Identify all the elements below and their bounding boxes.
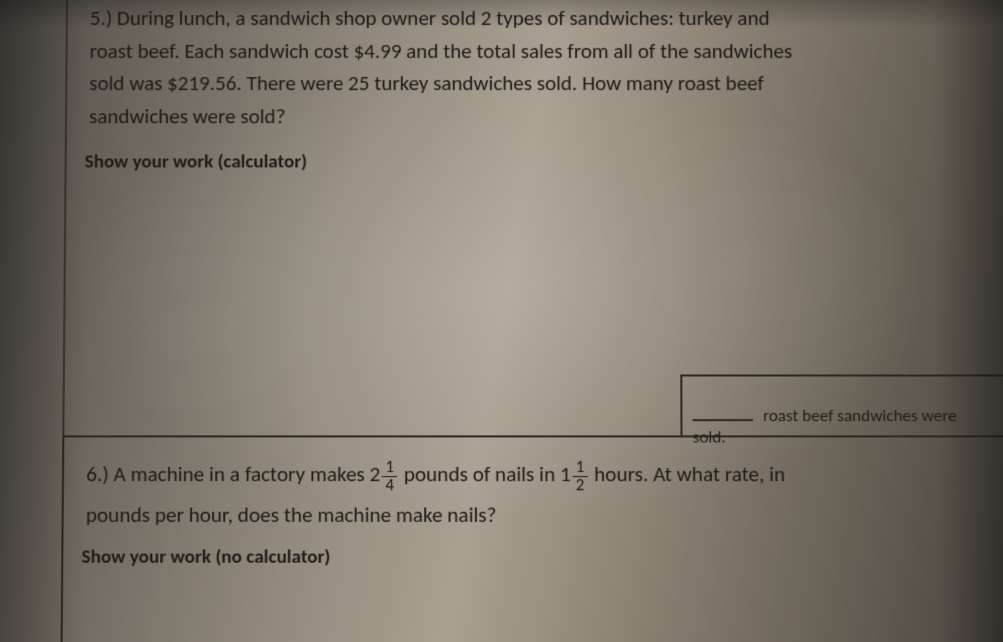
- q5-answer-box: roast beef sandwiches were sold.: [680, 374, 1003, 435]
- q5-answer-blank[interactable]: [693, 419, 753, 421]
- q6-fraction-2: 12: [573, 459, 588, 494]
- problem-5-box: 5.) During lunch, a sandwich shop owner …: [62, 0, 1003, 437]
- problem-5-text: 5.) During lunch, a sandwich shop owner …: [89, 2, 971, 132]
- q5-number: 5.): [90, 5, 113, 31]
- q5-show-work: Show your work (calculator): [85, 150, 307, 173]
- problem-6-text: 6.) A machine in a factory makes 214 pou…: [86, 458, 995, 495]
- q6-number: 6.): [86, 461, 109, 487]
- q5-line1: During lunch, a sandwich shop owner sold…: [117, 5, 770, 31]
- q6-mixed2-whole: 1: [560, 461, 571, 487]
- q6-frac1-den: 4: [382, 477, 397, 494]
- q6-show-work: Show your work (no calculator): [81, 545, 330, 568]
- q5-line3: sold was $219.56. There were 25 turkey s…: [89, 70, 764, 96]
- q6-fraction-1: 14: [382, 459, 397, 494]
- q5-line4: sandwiches were sold?: [89, 103, 285, 129]
- q6-part2: pounds of nails in: [399, 461, 560, 487]
- problem-6-box: 6.) A machine in a factory makes 214 pou…: [61, 435, 1003, 642]
- worksheet-paper: 5.) During lunch, a sandwich shop owner …: [0, 0, 1003, 642]
- q6-frac2-den: 2: [573, 477, 588, 494]
- q5-line2: roast beef. Each sandwich cost $4.99 and…: [89, 38, 792, 64]
- q6-mixed1-whole: 2: [370, 461, 381, 487]
- q6-part3: hours. At what rate, in: [589, 461, 785, 487]
- q6-line2: pounds per hour, does the machine make n…: [86, 498, 497, 531]
- q6-part1: A machine in a factory makes: [113, 461, 369, 487]
